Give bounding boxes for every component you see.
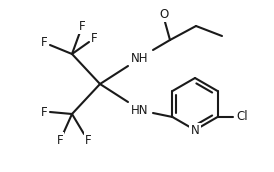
Text: O: O <box>159 8 169 20</box>
Text: F: F <box>85 133 91 147</box>
Text: NH: NH <box>131 51 149 64</box>
Text: N: N <box>191 125 199 137</box>
Text: Cl: Cl <box>237 110 248 123</box>
Text: F: F <box>41 35 47 49</box>
Text: F: F <box>41 105 47 119</box>
Text: F: F <box>79 19 85 33</box>
Text: F: F <box>57 133 63 147</box>
Text: F: F <box>91 31 97 45</box>
Text: HN: HN <box>131 104 149 116</box>
